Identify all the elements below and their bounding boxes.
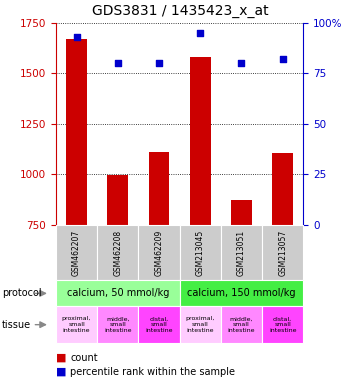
Text: proximal,
small
intestine: proximal, small intestine — [186, 316, 215, 333]
Text: count: count — [70, 353, 98, 362]
Point — [197, 30, 203, 36]
Text: GSM213045: GSM213045 — [196, 229, 205, 276]
Text: proximal,
small
intestine: proximal, small intestine — [62, 316, 91, 333]
Point — [239, 60, 244, 66]
Bar — [108, 175, 128, 225]
Bar — [231, 200, 252, 225]
Bar — [190, 57, 210, 225]
Text: GSM213057: GSM213057 — [278, 229, 287, 276]
Point — [115, 60, 121, 66]
Text: calcium, 50 mmol/kg: calcium, 50 mmol/kg — [66, 288, 169, 298]
Bar — [149, 152, 169, 225]
Text: GSM213051: GSM213051 — [237, 229, 246, 276]
Text: middle,
small
intestine: middle, small intestine — [104, 316, 131, 333]
Text: GSM462207: GSM462207 — [72, 229, 81, 276]
Text: middle,
small
intestine: middle, small intestine — [228, 316, 255, 333]
Text: calcium, 150 mmol/kg: calcium, 150 mmol/kg — [187, 288, 296, 298]
Text: GSM462208: GSM462208 — [113, 229, 122, 276]
Point — [280, 56, 286, 63]
Text: distal,
small
intestine: distal, small intestine — [269, 316, 296, 333]
Point — [74, 34, 79, 40]
Text: ■: ■ — [56, 367, 66, 377]
Point — [156, 60, 162, 66]
Text: percentile rank within the sample: percentile rank within the sample — [70, 367, 235, 377]
Bar — [272, 153, 293, 225]
Text: GSM462209: GSM462209 — [155, 229, 164, 276]
Bar — [66, 39, 87, 225]
Text: ■: ■ — [56, 353, 66, 362]
Text: tissue: tissue — [2, 319, 31, 330]
Text: protocol: protocol — [2, 288, 42, 298]
Text: distal,
small
intestine: distal, small intestine — [145, 316, 173, 333]
Text: GDS3831 / 1435423_x_at: GDS3831 / 1435423_x_at — [92, 4, 269, 18]
